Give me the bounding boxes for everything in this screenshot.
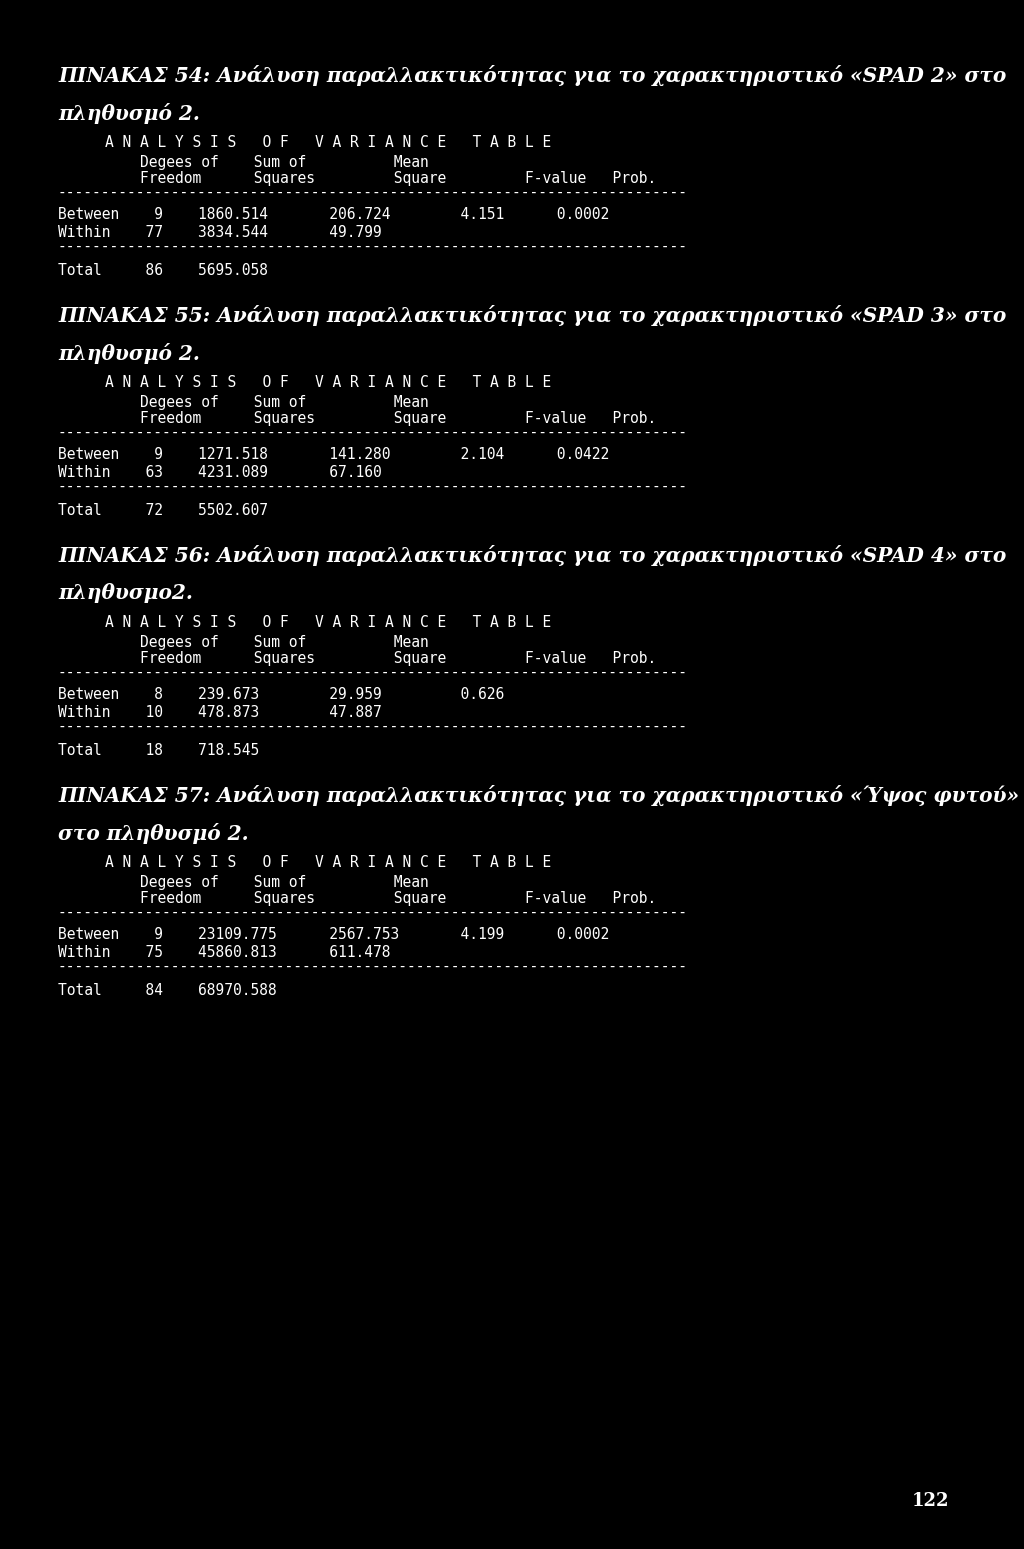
Text: ΠΙΝΑΚΑΣ 56: Ανάλυση παραλλακτικότητας για το χαρακτηριστικό «SPAD 4» στο: ΠΙΝΑΚΑΣ 56: Ανάλυση παραλλακτικότητας γι… (58, 545, 1007, 565)
Text: 122: 122 (911, 1492, 949, 1510)
Text: A N A L Y S I S   O F   V A R I A N C E   T A B L E: A N A L Y S I S O F V A R I A N C E T A … (105, 615, 551, 630)
Text: Within    75    45860.813      611.478: Within 75 45860.813 611.478 (58, 945, 390, 960)
Text: ------------------------------------------------------------------------: ----------------------------------------… (58, 719, 688, 734)
Text: Between    9    1860.514       206.724        4.151      0.0002: Between 9 1860.514 206.724 4.151 0.0002 (58, 208, 609, 222)
Text: ------------------------------------------------------------------------: ----------------------------------------… (58, 479, 688, 494)
Text: A N A L Y S I S   O F   V A R I A N C E   T A B L E: A N A L Y S I S O F V A R I A N C E T A … (105, 855, 551, 871)
Text: ------------------------------------------------------------------------: ----------------------------------------… (58, 905, 688, 920)
Text: Degees of    Sum of          Mean: Degees of Sum of Mean (105, 635, 429, 651)
Text: Total     72    5502.607: Total 72 5502.607 (58, 503, 268, 517)
Text: Degees of    Sum of          Mean: Degees of Sum of Mean (105, 875, 429, 891)
Text: A N A L Y S I S   O F   V A R I A N C E   T A B L E: A N A L Y S I S O F V A R I A N C E T A … (105, 375, 551, 390)
Text: Freedom      Squares         Square         F-value   Prob.: Freedom Squares Square F-value Prob. (105, 170, 656, 186)
Text: ------------------------------------------------------------------------: ----------------------------------------… (58, 239, 688, 254)
Text: ------------------------------------------------------------------------: ----------------------------------------… (58, 184, 688, 200)
Text: Degees of    Sum of          Mean: Degees of Sum of Mean (105, 395, 429, 410)
Text: Freedom      Squares         Square         F-value   Prob.: Freedom Squares Square F-value Prob. (105, 651, 656, 666)
Text: Total     18    718.545: Total 18 718.545 (58, 744, 259, 757)
Text: στο πληθυσμό 2.: στο πληθυσμό 2. (58, 823, 249, 844)
Text: ------------------------------------------------------------------------: ----------------------------------------… (58, 665, 688, 680)
Text: Within    10    478.873        47.887: Within 10 478.873 47.887 (58, 705, 382, 720)
Text: ------------------------------------------------------------------------: ----------------------------------------… (58, 424, 688, 440)
Text: Within    77    3834.544       49.799: Within 77 3834.544 49.799 (58, 225, 382, 240)
Text: Total     84    68970.588: Total 84 68970.588 (58, 984, 276, 998)
Text: ΠΙΝΑΚΑΣ 54: Ανάλυση παραλλακτικότητας για το χαρακτηριστικό «SPAD 2» στο: ΠΙΝΑΚΑΣ 54: Ανάλυση παραλλακτικότητας γι… (58, 65, 1007, 87)
Text: Between    8    239.673        29.959         0.626: Between 8 239.673 29.959 0.626 (58, 688, 557, 702)
Text: πληθυσμό 2.: πληθυσμό 2. (58, 342, 200, 364)
Text: πληθυσμο2.: πληθυσμο2. (58, 582, 193, 603)
Text: Between    9    23109.775      2567.753       4.199      0.0002: Between 9 23109.775 2567.753 4.199 0.000… (58, 926, 609, 942)
Text: Within    63    4231.089       67.160: Within 63 4231.089 67.160 (58, 465, 382, 480)
Text: ΠΙΝΑΚΑΣ 57: Ανάλυση παραλλακτικότητας για το χαρακτηριστικό «Ύψος φυτού»: ΠΙΝΑΚΑΣ 57: Ανάλυση παραλλακτικότητας γι… (58, 785, 1019, 805)
Text: ------------------------------------------------------------------------: ----------------------------------------… (58, 959, 688, 974)
Text: Total     86    5695.058: Total 86 5695.058 (58, 263, 268, 277)
Text: Degees of    Sum of          Mean: Degees of Sum of Mean (105, 155, 429, 170)
Text: Freedom      Squares         Square         F-value   Prob.: Freedom Squares Square F-value Prob. (105, 891, 656, 906)
Text: A N A L Y S I S   O F   V A R I A N C E   T A B L E: A N A L Y S I S O F V A R I A N C E T A … (105, 135, 551, 150)
Text: Between    9    1271.518       141.280        2.104      0.0422: Between 9 1271.518 141.280 2.104 0.0422 (58, 448, 609, 462)
Text: πληθυσμό 2.: πληθυσμό 2. (58, 102, 200, 124)
Text: Freedom      Squares         Square         F-value   Prob.: Freedom Squares Square F-value Prob. (105, 410, 656, 426)
Text: ΠΙΝΑΚΑΣ 55: Ανάλυση παραλλακτικότητας για το χαρακτηριστικό «SPAD 3» στο: ΠΙΝΑΚΑΣ 55: Ανάλυση παραλλακτικότητας γι… (58, 305, 1007, 325)
